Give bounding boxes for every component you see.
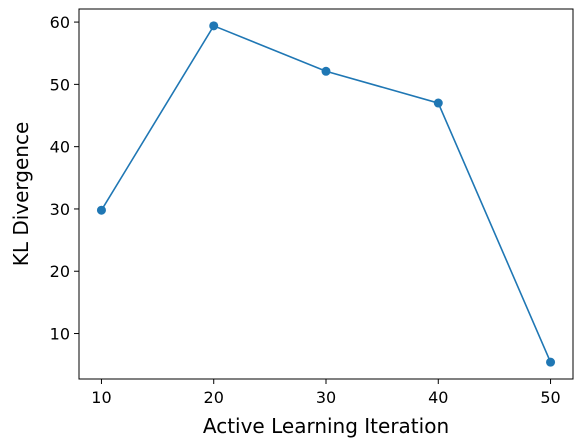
y-tick-label: 50	[50, 75, 70, 94]
line	[100, 24, 552, 363]
x-tick-label: 50	[540, 388, 560, 407]
y-tick-label: 10	[50, 325, 70, 344]
x-tick-label: 10	[91, 388, 111, 407]
point	[321, 66, 331, 76]
plot-frame	[78, 8, 574, 380]
y-tick-label: 60	[50, 13, 70, 32]
point	[96, 205, 106, 215]
x-tick-label: 40	[428, 388, 448, 407]
y-tick-label: 40	[50, 138, 70, 157]
point	[433, 98, 443, 108]
x-tick-label: 30	[316, 388, 336, 407]
y-tick-label: 30	[50, 200, 70, 219]
point	[546, 357, 556, 367]
x-tick-label: 20	[204, 388, 224, 407]
point	[209, 21, 219, 31]
x-axis-label: Active Learning Iteration	[203, 414, 449, 438]
y-tick-label: 20	[50, 262, 70, 281]
y-axis-label: KL Divergence	[9, 122, 33, 267]
